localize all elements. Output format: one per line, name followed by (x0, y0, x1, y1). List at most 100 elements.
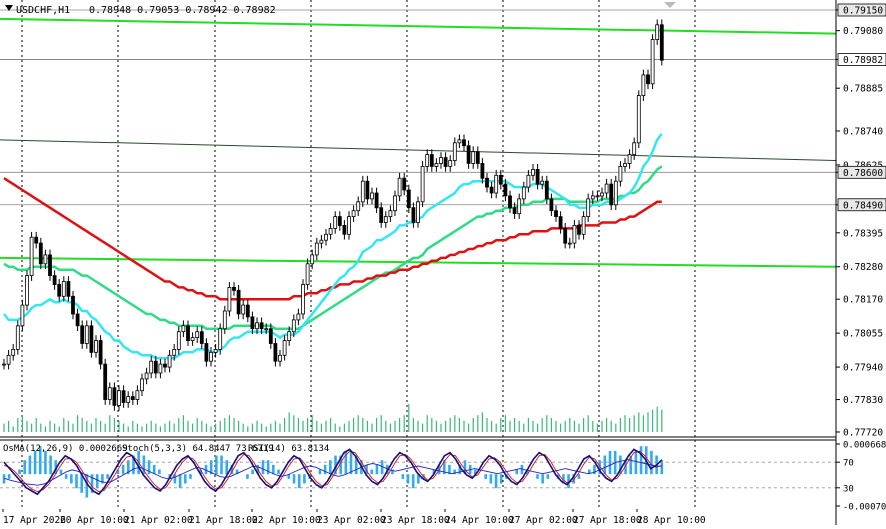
candle-body (489, 186, 494, 194)
indicator-axis: 0.0006686 70 30 -0.000703 (836, 441, 886, 513)
candle-body (245, 304, 250, 318)
candle-body (167, 354, 172, 368)
candle-body (563, 227, 568, 244)
trend-line-upper (0, 17, 837, 35)
candle-body (526, 174, 531, 188)
candle-body (250, 316, 255, 330)
time-tick-label: 27 Apr 02:00 (509, 515, 578, 525)
candle-body (397, 177, 402, 197)
candle-body (48, 254, 52, 276)
price-tick-label: 0.78982 (843, 55, 883, 66)
candle-body (84, 325, 89, 344)
candle-body (29, 236, 34, 276)
indicator-tick-label: 30 (843, 484, 854, 494)
symbol-label: USDCHF,H1 (16, 5, 70, 16)
candle-body (314, 242, 319, 256)
candle-body (130, 396, 135, 401)
candle-body (402, 177, 407, 191)
scroll-marker-icon[interactable] (664, 2, 676, 8)
candle-body (181, 325, 186, 333)
candle-body (416, 201, 420, 223)
candle-body (567, 242, 572, 245)
candle-body (646, 74, 650, 85)
candle-body (498, 174, 503, 185)
price-tick-label: 0.78600 (843, 168, 883, 179)
candle-body (425, 154, 430, 167)
indicator-panel (0, 446, 836, 498)
candle-body (443, 157, 448, 167)
price-tick-label: 0.77720 (843, 428, 883, 439)
price-tick-label: 0.78740 (843, 126, 883, 137)
candle-body (199, 331, 204, 344)
candle-body (222, 310, 227, 330)
candle-body (204, 343, 209, 362)
candle-body (80, 325, 85, 344)
stoch-signal-line (3, 450, 662, 493)
candle-body (393, 195, 397, 212)
candle-body (268, 328, 273, 344)
candle-body (264, 328, 269, 331)
candle-body (301, 283, 305, 315)
candle-body (535, 168, 540, 185)
candle-body (218, 328, 223, 350)
candle-body (420, 165, 425, 203)
candle-body (94, 340, 98, 353)
time-tick-label: 21 Apr 18:00 (189, 515, 258, 525)
rsi-label: RSI(14) 63.8134 (248, 444, 329, 454)
candle-body (287, 331, 292, 342)
candle-body (623, 163, 627, 167)
price-badge (837, 3, 886, 17)
candle-body (595, 195, 600, 198)
candle-body (540, 180, 545, 185)
ohlc-label: 0.78948 0.79053 0.78942 0.78982 (89, 5, 276, 16)
candle-body (383, 216, 388, 223)
candle-body (144, 372, 149, 380)
candle-body (319, 239, 324, 244)
rsi-line (3, 459, 662, 486)
candle-body (549, 198, 554, 212)
candle-body (632, 142, 637, 156)
candle-body (586, 198, 591, 217)
candle-body (613, 180, 618, 206)
candle-body (310, 254, 315, 265)
candle-body (75, 313, 80, 327)
price-tick-label: 0.78885 (843, 84, 883, 95)
time-tick-label: 17 Apr 2026 (3, 515, 66, 525)
candle-body (544, 180, 549, 200)
candle-body (213, 348, 218, 353)
candle-body (609, 183, 614, 206)
candle-body (448, 160, 453, 167)
candle-body (89, 325, 94, 353)
candle-body (25, 275, 29, 306)
candle-body (241, 304, 246, 315)
candle-body (176, 331, 181, 350)
candle-body (429, 154, 434, 167)
candle-body (531, 168, 535, 176)
candle-body (659, 24, 664, 61)
candle-body (650, 39, 655, 85)
time-tick-label: 23 Apr 02:00 (317, 515, 386, 525)
candle-body (149, 360, 154, 374)
candle-body (406, 189, 411, 209)
candle-body (255, 322, 259, 330)
candle-body (434, 163, 439, 167)
candle-body (107, 387, 112, 400)
chart-menu-triangle-icon[interactable] (5, 5, 13, 11)
candle-body (61, 281, 66, 297)
price-tick-label: 0.79150 (843, 6, 883, 17)
candle-body (195, 331, 200, 339)
candle-body (521, 186, 526, 200)
trend-line-middle (0, 139, 837, 162)
candle-body (324, 233, 328, 241)
price-tick-label: 0.78055 (843, 329, 883, 340)
candle-body (2, 363, 6, 366)
time-tick-label: 23 Apr 18:00 (381, 515, 450, 525)
candle-body (342, 224, 347, 235)
candle-body (572, 224, 577, 244)
price-candles (2, 19, 664, 411)
candle-body (236, 289, 241, 315)
candle-body (20, 304, 25, 327)
